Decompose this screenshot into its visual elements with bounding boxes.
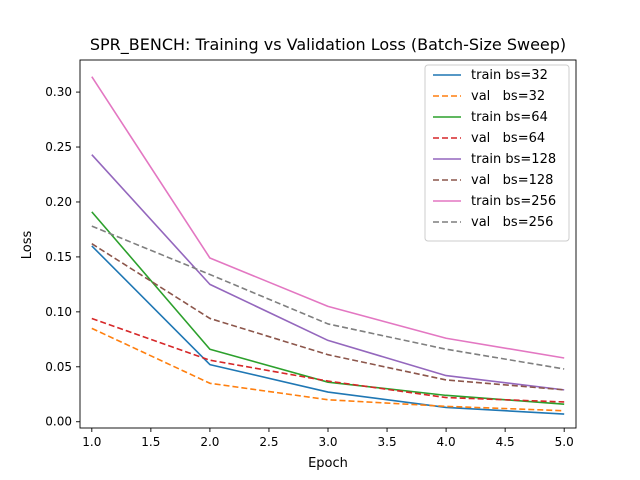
- y-tick-label: 0.20: [45, 195, 72, 209]
- legend-label: val bs=256: [471, 215, 553, 230]
- series-line-7: [91, 76, 565, 359]
- y-tick-label: 0.25: [45, 140, 72, 154]
- series-line-2: [91, 327, 565, 412]
- x-tick-label: 3.0: [318, 435, 337, 449]
- x-tick-label: 1.5: [141, 435, 160, 449]
- y-tick-label: 0.05: [45, 360, 72, 374]
- legend-label: train bs=256: [471, 194, 556, 209]
- legend-label: val bs=128: [471, 173, 553, 188]
- y-tick-label: 0.10: [45, 305, 72, 319]
- legend: train bs=32 val bs=32 train bs=64 val bs=64…: [424, 64, 570, 242]
- legend-label: train bs=64: [471, 110, 548, 125]
- x-tick-label: 4.5: [496, 435, 515, 449]
- series-line-8: [91, 225, 565, 370]
- legend-label: train bs=32: [471, 68, 548, 83]
- legend-label: val bs=64: [471, 131, 545, 146]
- x-tick-label: 2.5: [259, 435, 278, 449]
- x-tick-label: 2.0: [200, 435, 219, 449]
- x-tick-label: 4.0: [437, 435, 456, 449]
- y-tick-label: 0.15: [45, 250, 72, 264]
- x-tick-label: 3.5: [378, 435, 397, 449]
- y-tick-label: 0.00: [45, 415, 72, 429]
- plot-area: 1.0 1.5 2.0 2.5 3.0 3.5 4.0 4.5 5.0 0.00 0.05 0.10 0…: [45, 59, 577, 449]
- series-line-1: [91, 245, 565, 415]
- series-line-4: [91, 317, 565, 403]
- x-tick-label: 5.0: [555, 435, 574, 449]
- series-line-6: [91, 243, 565, 391]
- legend-box: [424, 64, 570, 242]
- y-tick-label: 0.30: [45, 85, 72, 99]
- x-tick-label: 1.0: [82, 435, 101, 449]
- legend-label: val bs=32: [471, 89, 545, 104]
- series-line-3: [91, 211, 565, 405]
- series-line-5: [91, 154, 565, 391]
- legend-label: train bs=128: [471, 152, 556, 167]
- y-axis-label: Loss: [20, 231, 35, 260]
- chart-title: SPR_BENCH: Training vs Validation Loss (…: [90, 35, 566, 55]
- x-axis-label: Epoch: [308, 456, 348, 471]
